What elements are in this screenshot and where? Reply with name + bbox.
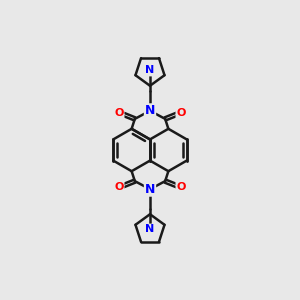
Text: N: N	[146, 224, 154, 235]
Text: N: N	[145, 183, 155, 196]
Text: O: O	[176, 182, 186, 193]
Text: O: O	[176, 107, 186, 118]
Text: O: O	[114, 182, 124, 193]
Text: N: N	[146, 65, 154, 76]
Text: N: N	[145, 104, 155, 117]
Text: O: O	[114, 107, 124, 118]
